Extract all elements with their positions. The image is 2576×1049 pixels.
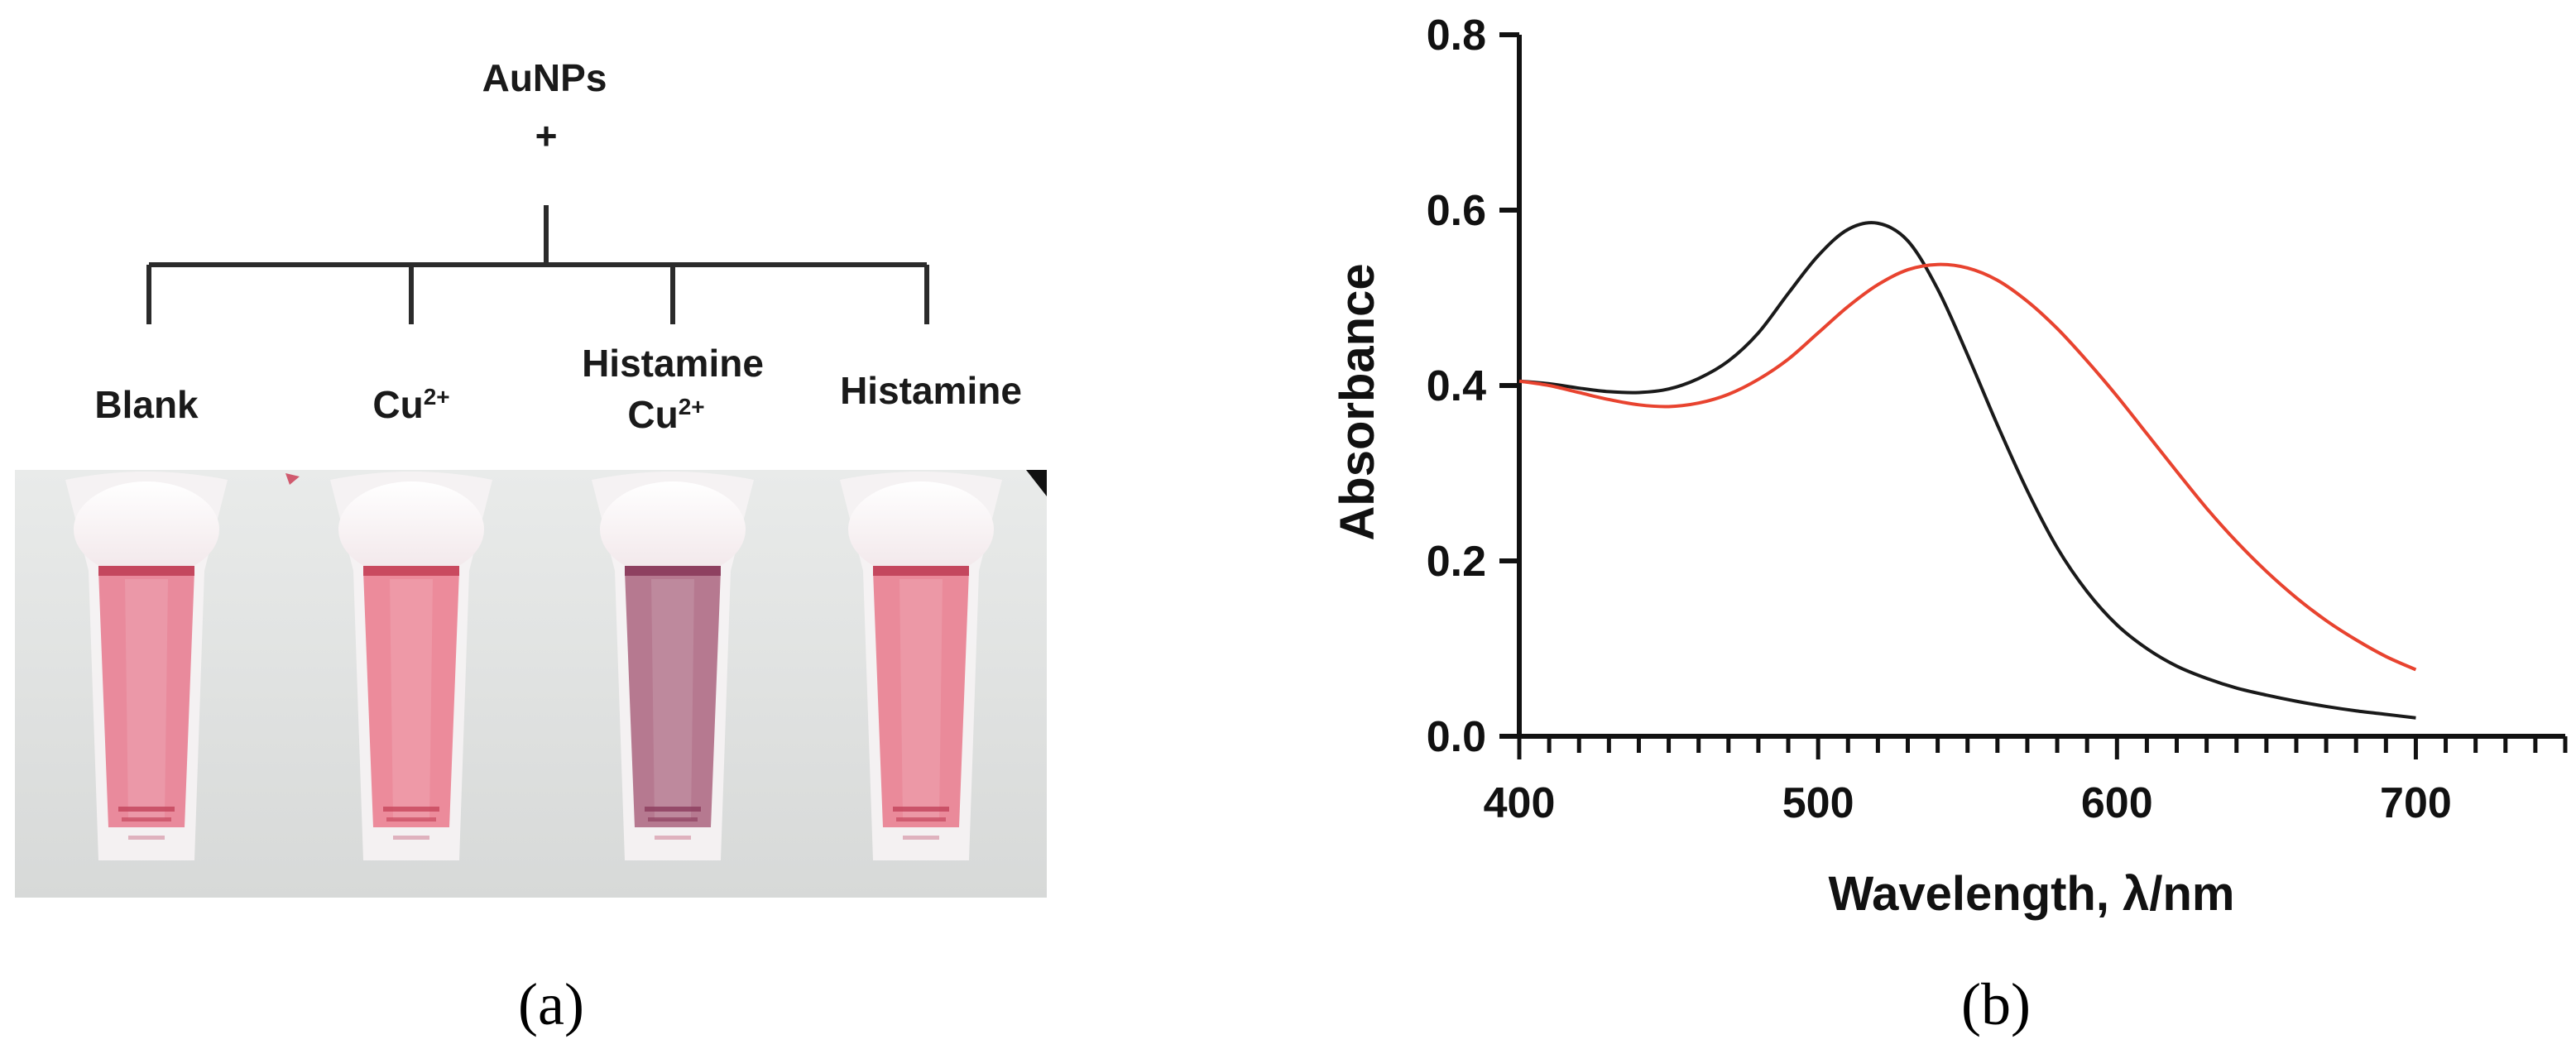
tube-label-cu: Cu2+ <box>372 383 449 426</box>
tube-label-histamine-cu-line2: Cu2+ <box>627 393 704 436</box>
cuvette-3 <box>592 472 754 860</box>
cuvette-4 <box>840 472 1002 860</box>
root-label-line1: AuNPs <box>482 56 607 99</box>
root-label-line2: + <box>535 114 558 157</box>
y-tick-label: 0.6 <box>1427 187 1486 235</box>
y-tick-label: 0.8 <box>1427 12 1486 60</box>
tube-label-histamine-cu: Histamine <box>582 342 764 385</box>
y-tick-label: 0.4 <box>1427 362 1486 410</box>
tube-label-blank: Blank <box>94 383 199 426</box>
tube-label-histamine: Histamine <box>840 369 1022 412</box>
x-axis-title: Wavelength, λ/nm <box>1829 867 2235 921</box>
panel-a: AuNPs + Blank Cu2+ Histamine Cu2+ Histam… <box>15 56 1047 1037</box>
panel-a-label: (a) <box>518 971 584 1037</box>
panel-b: 0.0 0.2 0.4 0.6 0.8 400 500 600 700 Wavelength, λ… <box>1331 12 2568 1037</box>
series-line-1 <box>1518 221 2416 720</box>
y-tick-label: 0.0 <box>1427 713 1486 761</box>
cuvette-photo <box>15 470 1047 898</box>
y-tick-label: 0.2 <box>1427 538 1486 586</box>
cuvette-2 <box>330 472 492 860</box>
y-axis-title: Absorbance <box>1331 263 1384 540</box>
x-tick-label: 600 <box>2081 779 2153 827</box>
x-tick-label: 700 <box>2380 779 2452 827</box>
panel-b-label: (b) <box>1961 971 2031 1037</box>
series-line-2 <box>1518 262 2417 672</box>
cuvette-1 <box>65 472 228 860</box>
absorbance-chart: 0.0 0.2 0.4 0.6 0.8 400 500 600 700 Wavelength, λ… <box>1331 12 2568 921</box>
x-tick-label: 400 <box>1484 779 1556 827</box>
x-tick-label: 500 <box>1782 779 1854 827</box>
branch-tree <box>146 205 929 324</box>
